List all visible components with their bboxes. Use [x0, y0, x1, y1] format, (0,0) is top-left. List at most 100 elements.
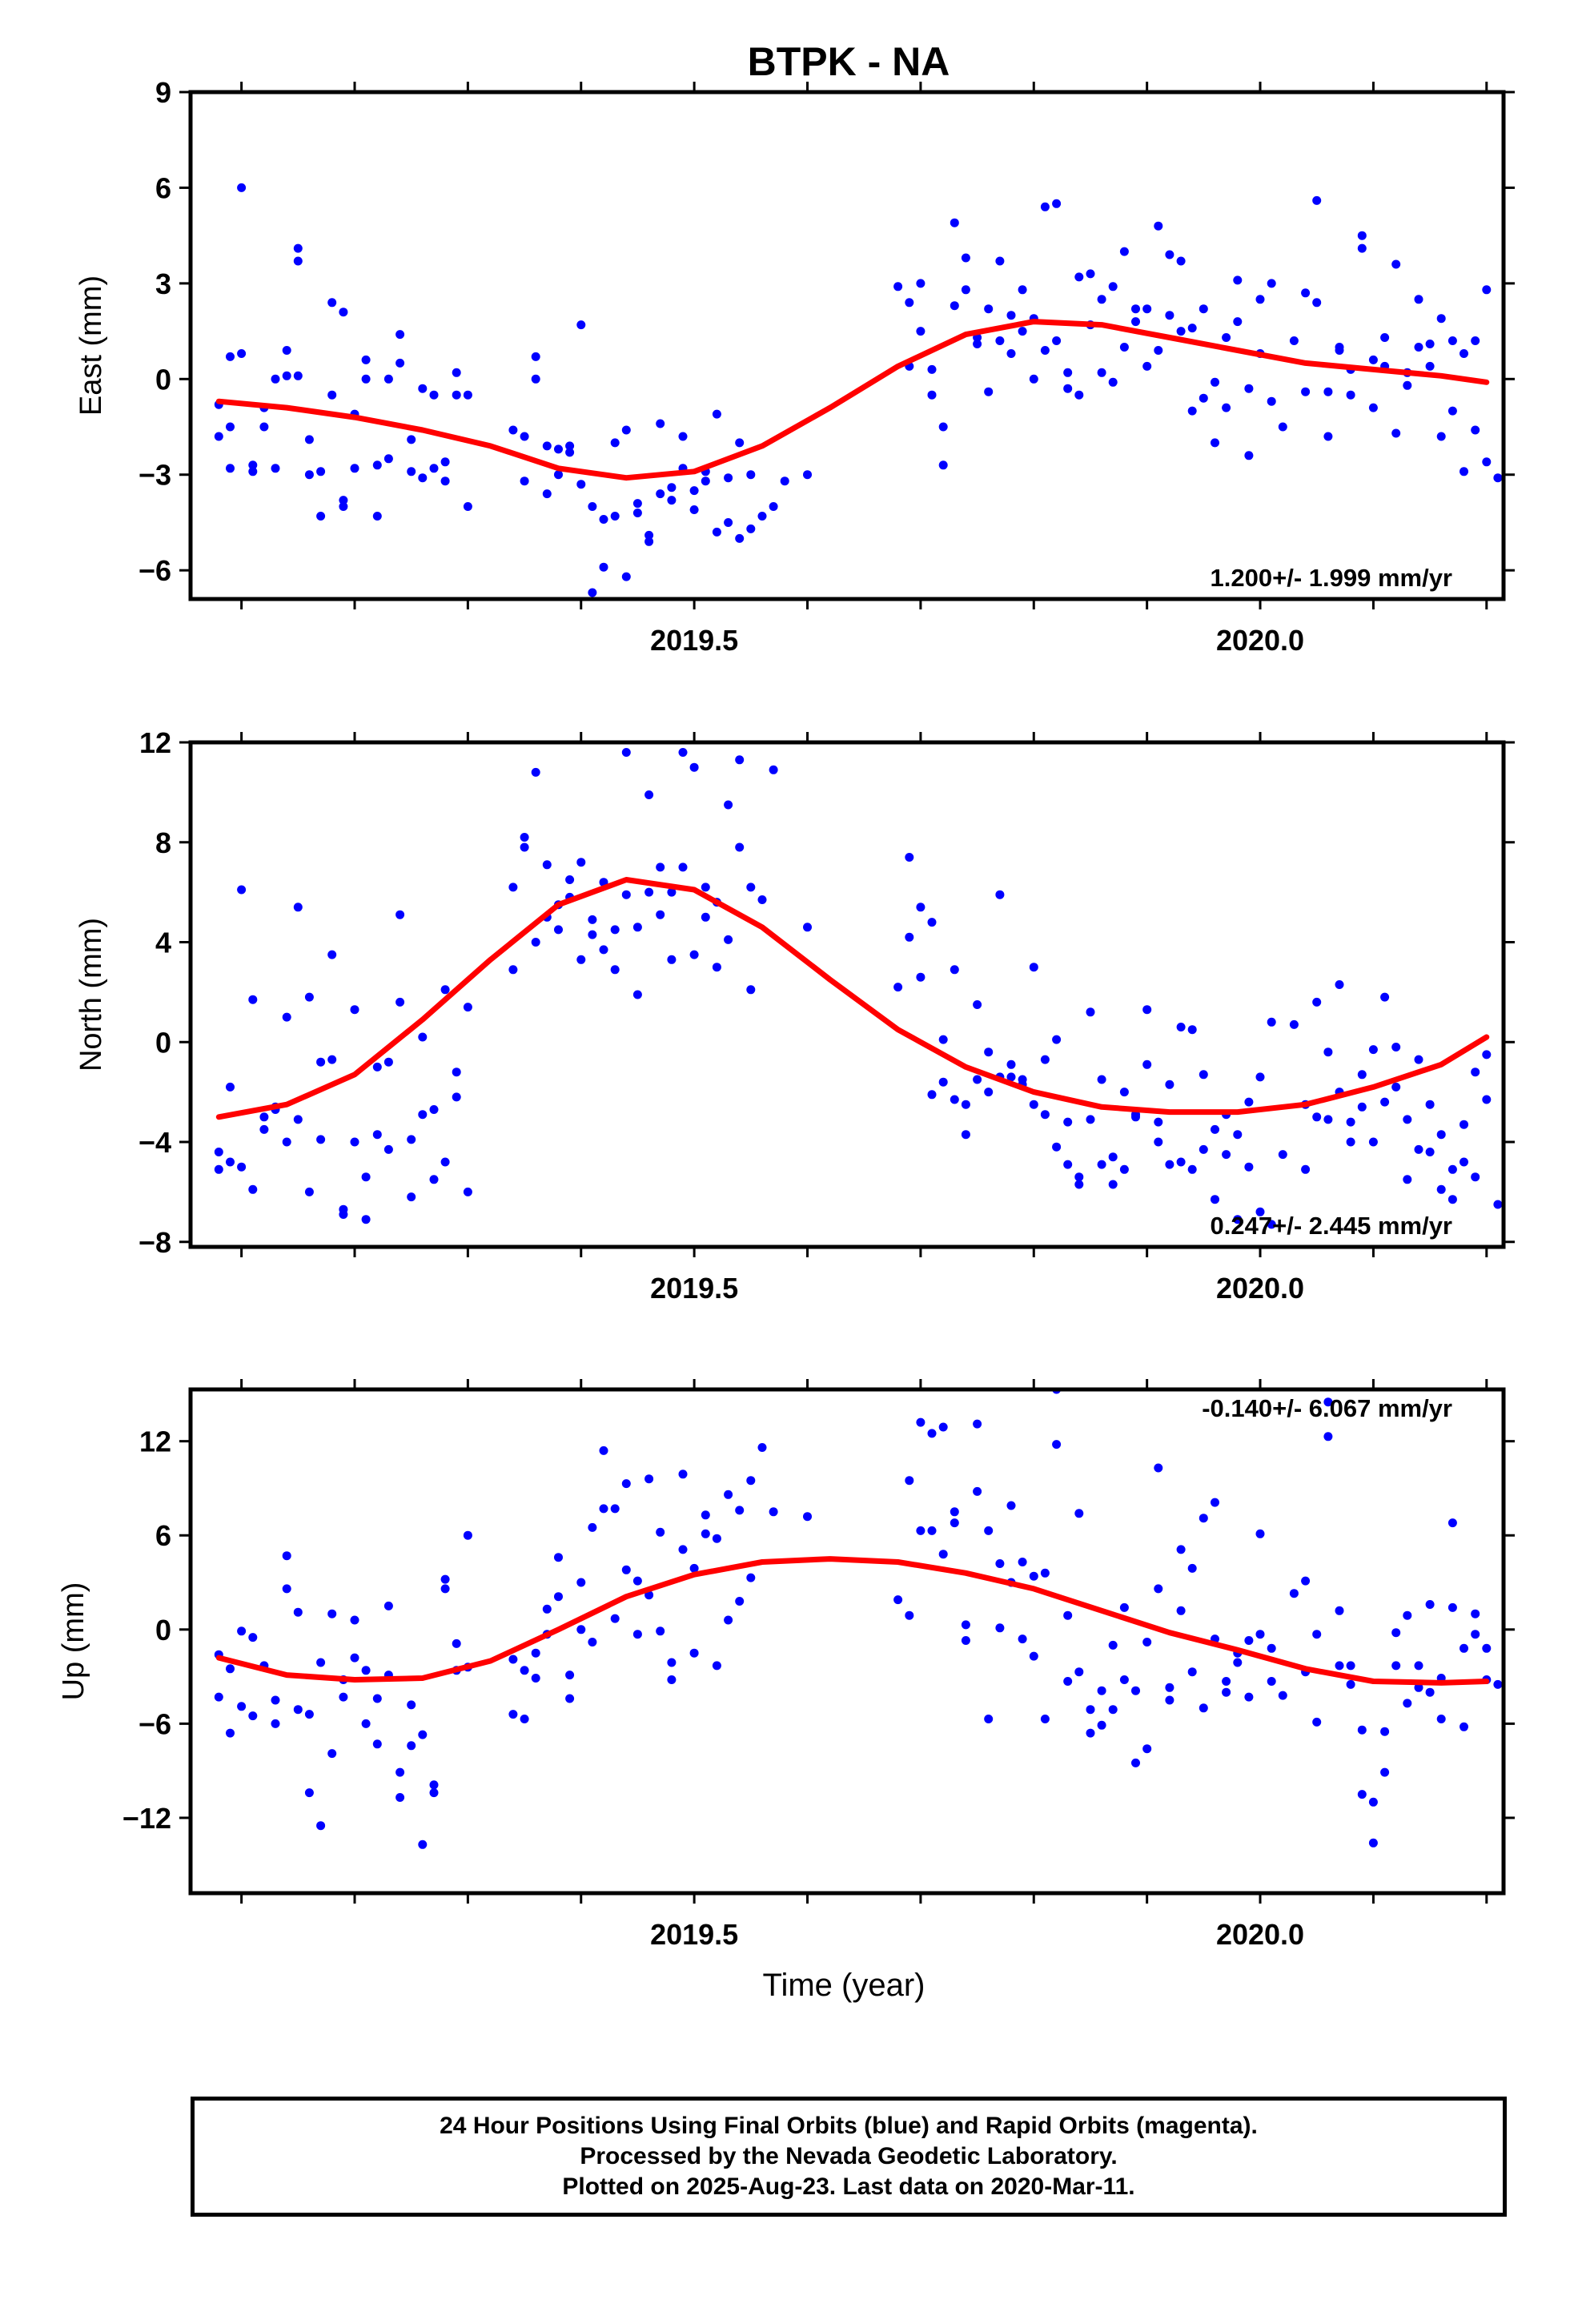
data-point [1165, 1080, 1174, 1089]
data-point [463, 1530, 472, 1540]
data-point [576, 955, 586, 964]
data-point [1323, 1397, 1333, 1407]
data-point [440, 457, 450, 467]
data-point [1346, 1137, 1355, 1147]
data-point [1471, 1068, 1480, 1077]
data-point [531, 938, 540, 947]
data-point [237, 885, 247, 895]
data-point [1154, 1584, 1163, 1594]
data-point [588, 1638, 597, 1647]
data-point [304, 1710, 314, 1719]
x-tick-label: 2020.0 [1216, 624, 1304, 657]
data-point [632, 1576, 642, 1586]
data-point [1040, 1110, 1050, 1120]
data-point [588, 915, 597, 924]
data-point [961, 285, 970, 295]
data-point [610, 925, 620, 935]
data-point [396, 330, 405, 340]
data-point [1142, 1059, 1152, 1069]
east-points [214, 183, 1503, 597]
data-point [1187, 406, 1197, 416]
data-point [554, 1553, 563, 1562]
data-point [531, 767, 540, 777]
data-point [701, 883, 710, 892]
data-point [339, 1204, 348, 1214]
data-point [452, 368, 461, 377]
data-point [1335, 1606, 1344, 1615]
data-point [418, 473, 428, 483]
data-point [383, 1144, 393, 1154]
data-point [1187, 1563, 1197, 1573]
data-point [1493, 1200, 1503, 1209]
data-point [746, 1573, 756, 1582]
data-point [927, 364, 937, 374]
data-point [372, 1739, 382, 1749]
up-model-curve [215, 1556, 1490, 1686]
data-point [1119, 1088, 1129, 1097]
data-point [418, 1839, 428, 1849]
data-point [429, 464, 439, 473]
y-axis-label: Up (mm) [57, 1582, 90, 1701]
footer-line-2: Processed by the Nevada Geodetic Laborat… [580, 2143, 1118, 2169]
data-point [1142, 304, 1152, 314]
data-point [1018, 285, 1027, 295]
rate-label: 0.247+/- 2.445 mm/yr [1211, 1212, 1452, 1240]
data-point [1403, 380, 1412, 390]
data-point [938, 1422, 948, 1432]
data-point [418, 1110, 428, 1120]
data-point [757, 1443, 767, 1452]
data-point [973, 1075, 982, 1084]
data-point [973, 1000, 982, 1009]
data-point [1289, 1589, 1299, 1598]
data-point [316, 467, 326, 476]
data-point [780, 476, 789, 486]
y-tick-label: −4 [139, 1126, 171, 1159]
x-tick-label: 2020.0 [1216, 1918, 1304, 1951]
data-point [735, 755, 745, 765]
data-point [1074, 1180, 1084, 1189]
data-point [372, 460, 382, 470]
data-point [508, 1655, 518, 1664]
data-point [1029, 1571, 1038, 1581]
data-point [407, 1135, 416, 1144]
data-point [565, 1694, 575, 1703]
data-point [1312, 1112, 1322, 1122]
data-point [1063, 1677, 1073, 1686]
data-point [1391, 259, 1401, 269]
data-point [757, 895, 767, 904]
data-point [1199, 1703, 1208, 1713]
data-point [327, 298, 337, 308]
data-point [1255, 1072, 1265, 1082]
data-point [984, 1526, 994, 1535]
data-point [916, 327, 926, 336]
data-point [565, 875, 575, 884]
data-point [1086, 1007, 1095, 1017]
data-point [701, 476, 710, 486]
data-point [644, 790, 654, 799]
data-point [531, 1674, 540, 1683]
data-point [429, 1780, 439, 1790]
data-point [656, 862, 665, 872]
data-point [1154, 1117, 1163, 1127]
data-point [1255, 295, 1265, 304]
data-point [1368, 1797, 1378, 1807]
data-point [1323, 1115, 1333, 1124]
y-tick-label: 9 [155, 76, 171, 109]
data-point [610, 512, 620, 521]
data-point [588, 588, 597, 597]
data-point [689, 1563, 699, 1573]
data-point [1267, 1677, 1276, 1686]
data-point [282, 1137, 291, 1147]
data-point [1086, 269, 1095, 279]
data-point [1097, 295, 1106, 304]
data-point [1154, 221, 1163, 231]
data-point [576, 1625, 586, 1634]
data-point [1018, 327, 1027, 336]
data-point [429, 1175, 439, 1184]
data-point [214, 1692, 223, 1702]
data-point [1211, 438, 1219, 448]
data-point [214, 1164, 223, 1174]
data-point [735, 533, 745, 543]
data-point [1176, 1606, 1186, 1615]
data-point [1368, 1137, 1378, 1147]
